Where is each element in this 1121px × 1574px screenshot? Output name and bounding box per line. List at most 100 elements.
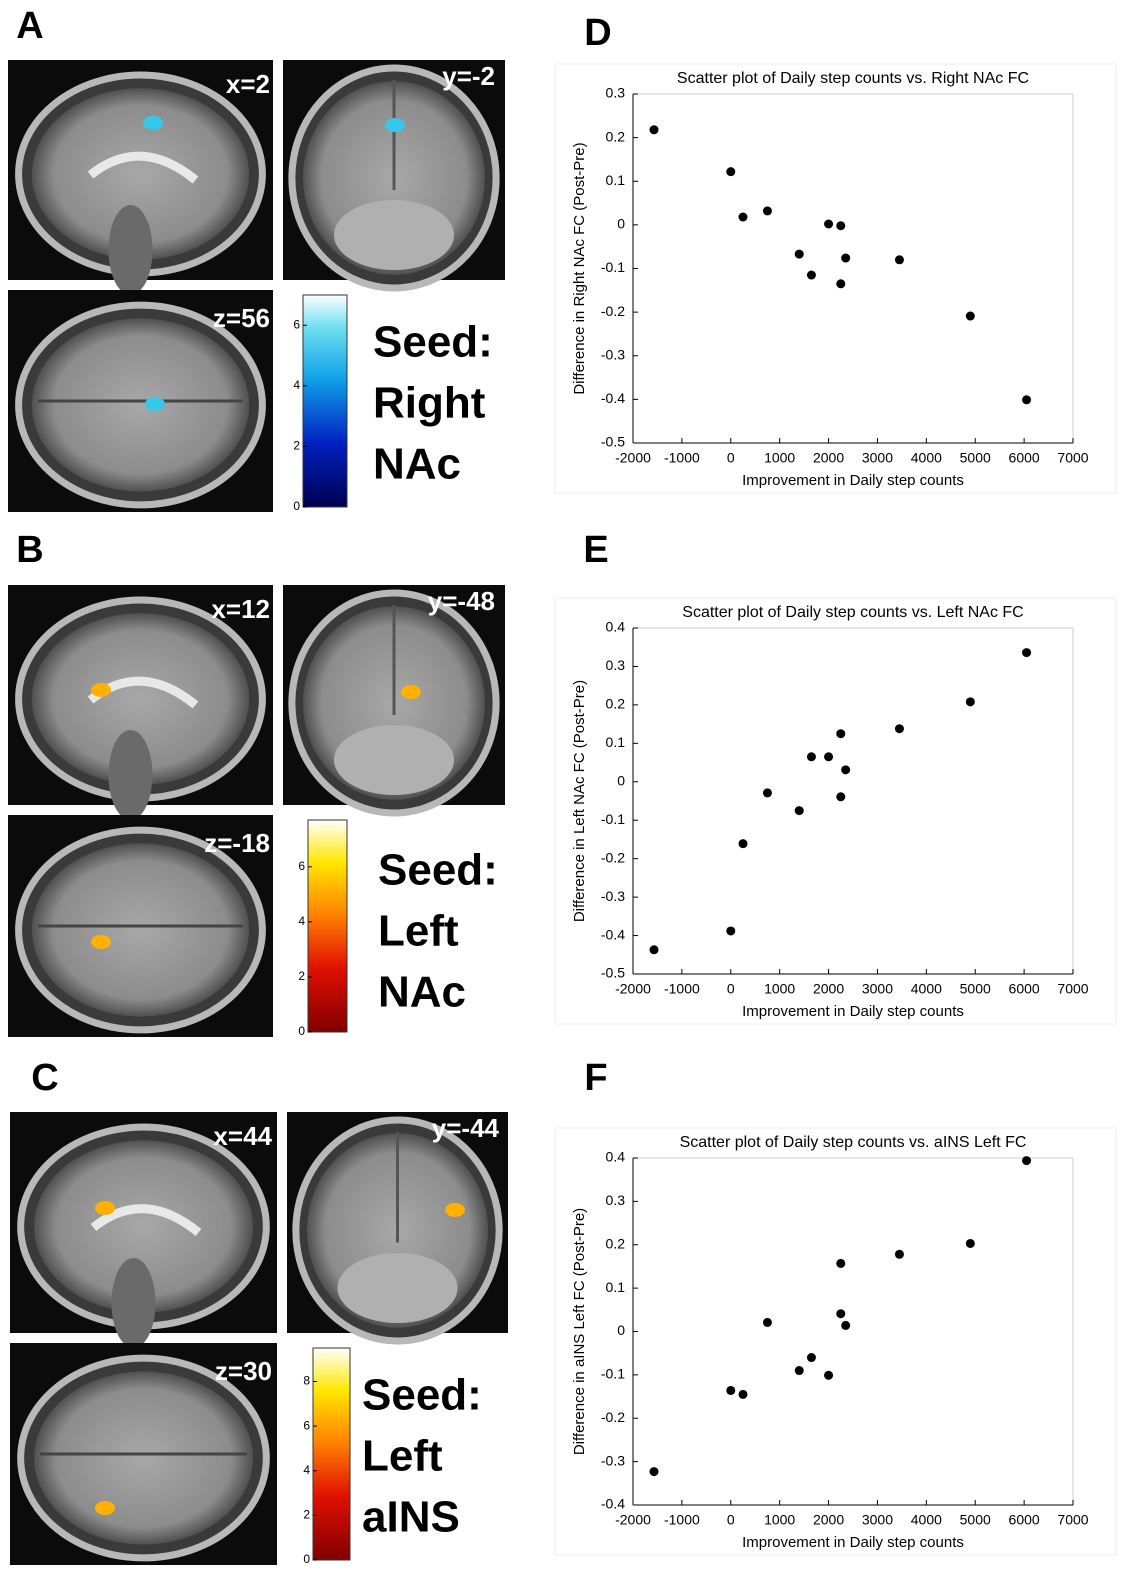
- data-point: [763, 788, 772, 797]
- y-tick-label: -0.1: [601, 259, 625, 275]
- x-tick-label: 0: [727, 981, 735, 997]
- slice-coordinate: z=30: [215, 1356, 272, 1386]
- data-point: [726, 926, 735, 935]
- data-point: [841, 1321, 850, 1330]
- y-tick-label: -0.2: [601, 849, 625, 865]
- data-point: [841, 254, 850, 263]
- y-axis-label: Difference in Left NAc FC (Post-Pre): [571, 680, 588, 922]
- cerebellum: [338, 1253, 458, 1323]
- activation-blob: [91, 935, 111, 949]
- data-point: [966, 697, 975, 706]
- x-axis-label: Improvement in Daily step counts: [742, 1003, 964, 1020]
- y-tick-label: -0.4: [601, 1496, 625, 1512]
- x-tick-label: 3000: [862, 981, 893, 997]
- panel-label: F: [584, 1057, 607, 1099]
- y-axis-label: Difference in aINS Left FC (Post-Pre): [571, 1208, 588, 1455]
- y-tick-label: 0: [617, 772, 625, 788]
- x-tick-label: 0: [727, 450, 735, 466]
- x-tick-label: 2000: [813, 450, 844, 466]
- data-point: [795, 1366, 804, 1375]
- slice-coordinate: x=2: [226, 69, 270, 99]
- x-tick-label: 6000: [1009, 450, 1040, 466]
- data-point: [841, 765, 850, 774]
- data-point: [836, 729, 845, 738]
- colorbar-tick-label: 2: [293, 439, 300, 453]
- y-tick-label: -0.3: [601, 1452, 625, 1468]
- data-point: [895, 1250, 904, 1259]
- y-tick-label: -0.2: [601, 1409, 625, 1425]
- panel-label: D: [584, 12, 611, 54]
- seed-label: Seed:: [362, 1371, 482, 1420]
- x-tick-label: 3000: [862, 450, 893, 466]
- data-point: [1022, 1156, 1031, 1165]
- activation-blob: [445, 1203, 465, 1217]
- x-tick-label: -2000: [615, 1512, 651, 1528]
- colorbar-tick-label: 8: [303, 1374, 310, 1388]
- x-tick-label: 7000: [1057, 1512, 1088, 1528]
- x-tick-label: -2000: [615, 450, 651, 466]
- activation-blob: [91, 683, 111, 697]
- data-point: [763, 1318, 772, 1327]
- x-tick-label: 7000: [1057, 981, 1088, 997]
- data-point: [650, 945, 659, 954]
- x-tick-label: 4000: [911, 450, 942, 466]
- data-point: [824, 220, 833, 229]
- data-point: [795, 250, 804, 259]
- plot-area-frame: [555, 64, 1116, 493]
- activation-blob: [401, 685, 421, 699]
- y-tick-label: -0.1: [601, 811, 625, 827]
- activation-blob: [385, 118, 405, 132]
- colorbar: [303, 295, 347, 507]
- seed-label: NAc: [373, 440, 461, 489]
- y-tick-label: 0.4: [606, 619, 626, 635]
- panel-label: C: [31, 1057, 58, 1099]
- chart-title: Scatter plot of Daily step counts vs. Le…: [682, 604, 1023, 621]
- x-tick-label: 1000: [764, 1512, 795, 1528]
- plot-area-frame: [555, 598, 1116, 1024]
- colorbar-tick-label: 4: [303, 1463, 310, 1477]
- cerebellum: [334, 200, 454, 270]
- y-tick-label: 0.2: [606, 696, 626, 712]
- data-point: [726, 167, 735, 176]
- brain: [34, 1371, 253, 1544]
- panel-label: A: [16, 5, 43, 47]
- y-tick-label: -0.1: [601, 1366, 625, 1382]
- data-point: [763, 206, 772, 215]
- data-point: [895, 724, 904, 733]
- seed-label: Seed:: [378, 846, 498, 895]
- chart-title: Scatter plot of Daily step counts vs. aI…: [680, 1134, 1027, 1151]
- y-tick-label: 0.4: [606, 1149, 626, 1165]
- data-point: [739, 839, 748, 848]
- panel-label: B: [16, 529, 43, 571]
- y-tick-label: 0.1: [606, 734, 626, 750]
- colorbar-tick-label: 4: [293, 378, 300, 392]
- brain: [32, 843, 249, 1016]
- y-tick-label: -0.4: [601, 926, 625, 942]
- y-tick-label: -0.5: [601, 965, 625, 981]
- x-axis-label: Improvement in Daily step counts: [742, 472, 964, 489]
- y-tick-label: 0.3: [606, 1192, 626, 1208]
- slice-coordinate: z=-18: [204, 828, 270, 858]
- activation-blob: [95, 1501, 115, 1515]
- plot-area-frame: [555, 1128, 1116, 1555]
- seed-label: NAc: [378, 968, 466, 1017]
- data-point: [807, 1353, 816, 1362]
- colorbar-tick-label: 6: [303, 1418, 310, 1432]
- colorbar-tick-label: 2: [298, 969, 305, 983]
- data-point: [836, 221, 845, 230]
- colorbar-tick-label: 0: [293, 499, 300, 513]
- brain: [32, 318, 249, 491]
- x-tick-label: -1000: [664, 450, 700, 466]
- brainstem: [109, 730, 153, 820]
- seed-label: aINS: [362, 1493, 460, 1542]
- data-point: [726, 1386, 735, 1395]
- seed-label: Left: [378, 907, 459, 956]
- data-point: [650, 1467, 659, 1476]
- brainstem: [112, 1258, 156, 1348]
- y-tick-label: 0.1: [606, 1279, 626, 1295]
- colorbar-tick-label: 2: [303, 1508, 310, 1522]
- x-tick-label: 1000: [764, 981, 795, 997]
- x-tick-label: 5000: [960, 981, 991, 997]
- x-tick-label: 4000: [911, 981, 942, 997]
- colorbar-tick-label: 0: [303, 1552, 310, 1566]
